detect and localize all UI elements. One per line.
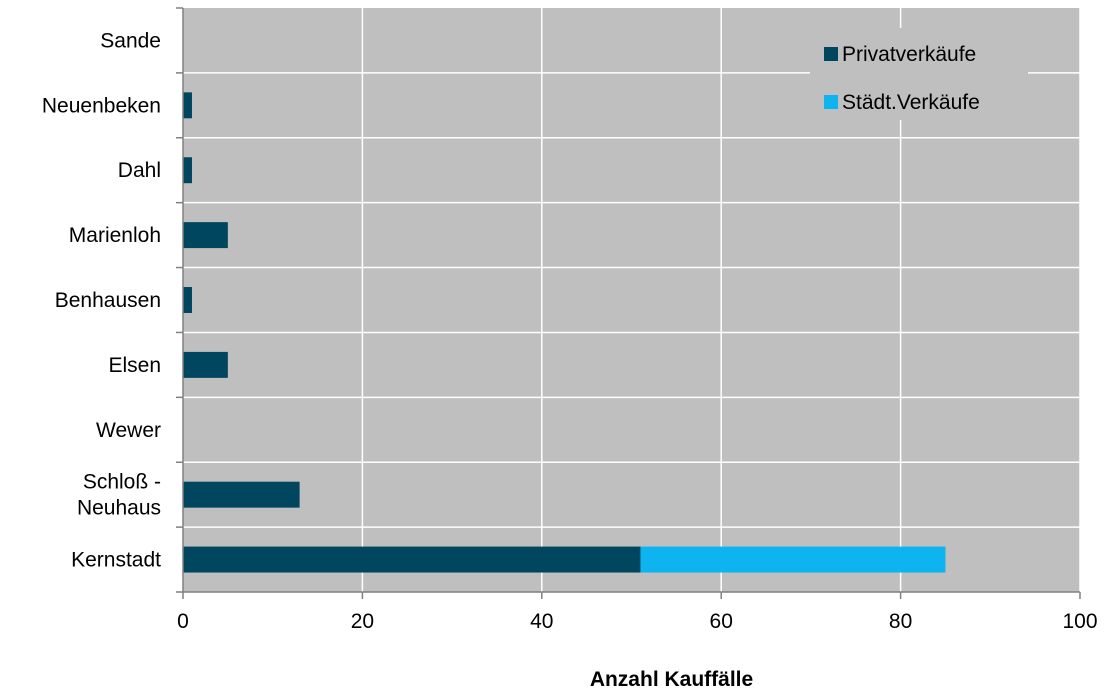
x-tick-label: 60 [710,610,733,633]
bar-private [183,222,228,249]
x-tick-labels: 0 20 40 60 80 100 [177,610,1097,633]
x-tick-label: 40 [530,610,553,633]
axes [176,7,1081,599]
x-tick-label: 20 [351,610,374,633]
bar-private [183,92,192,119]
y-category-label: Marienloh [69,224,161,247]
bar-private [183,481,300,508]
bar-private [183,287,192,313]
x-tick-label: 100 [1062,610,1097,633]
legend-label: Privatverkäufe [842,43,976,66]
legend-swatch [824,47,838,61]
legend-swatch [824,95,838,109]
bar-municipal [640,546,946,573]
y-category-label: Dahl [118,159,161,182]
y-category-label: Elsen [108,354,161,377]
y-category-label: Sande [100,29,161,52]
y-category-labels: Kernstadt Schloß -Neuhaus Wewer Elsen Benhau… [42,29,161,571]
y-category-label: Schloß -Neuhaus [77,471,161,520]
y-category-label: Benhausen [55,289,161,312]
legend-label: Städt.Verkäufe [842,91,980,114]
y-category-label: Wewer [96,419,161,442]
bar-private [183,546,641,573]
y-category-label: Neuenbeken [42,94,161,117]
legend: Privatverkäufe Städt.Verkäufe [810,28,1028,120]
x-tick-label: 80 [889,610,912,633]
x-axis-title: Anzahl Kauffälle [590,668,753,691]
bar-private [183,351,228,378]
bar-private [183,157,192,184]
bars [183,92,946,573]
x-tick-label: 0 [177,610,189,633]
y-category-label: Kernstadt [71,549,161,572]
gridlines [183,8,1081,592]
legend-background [810,28,1028,120]
